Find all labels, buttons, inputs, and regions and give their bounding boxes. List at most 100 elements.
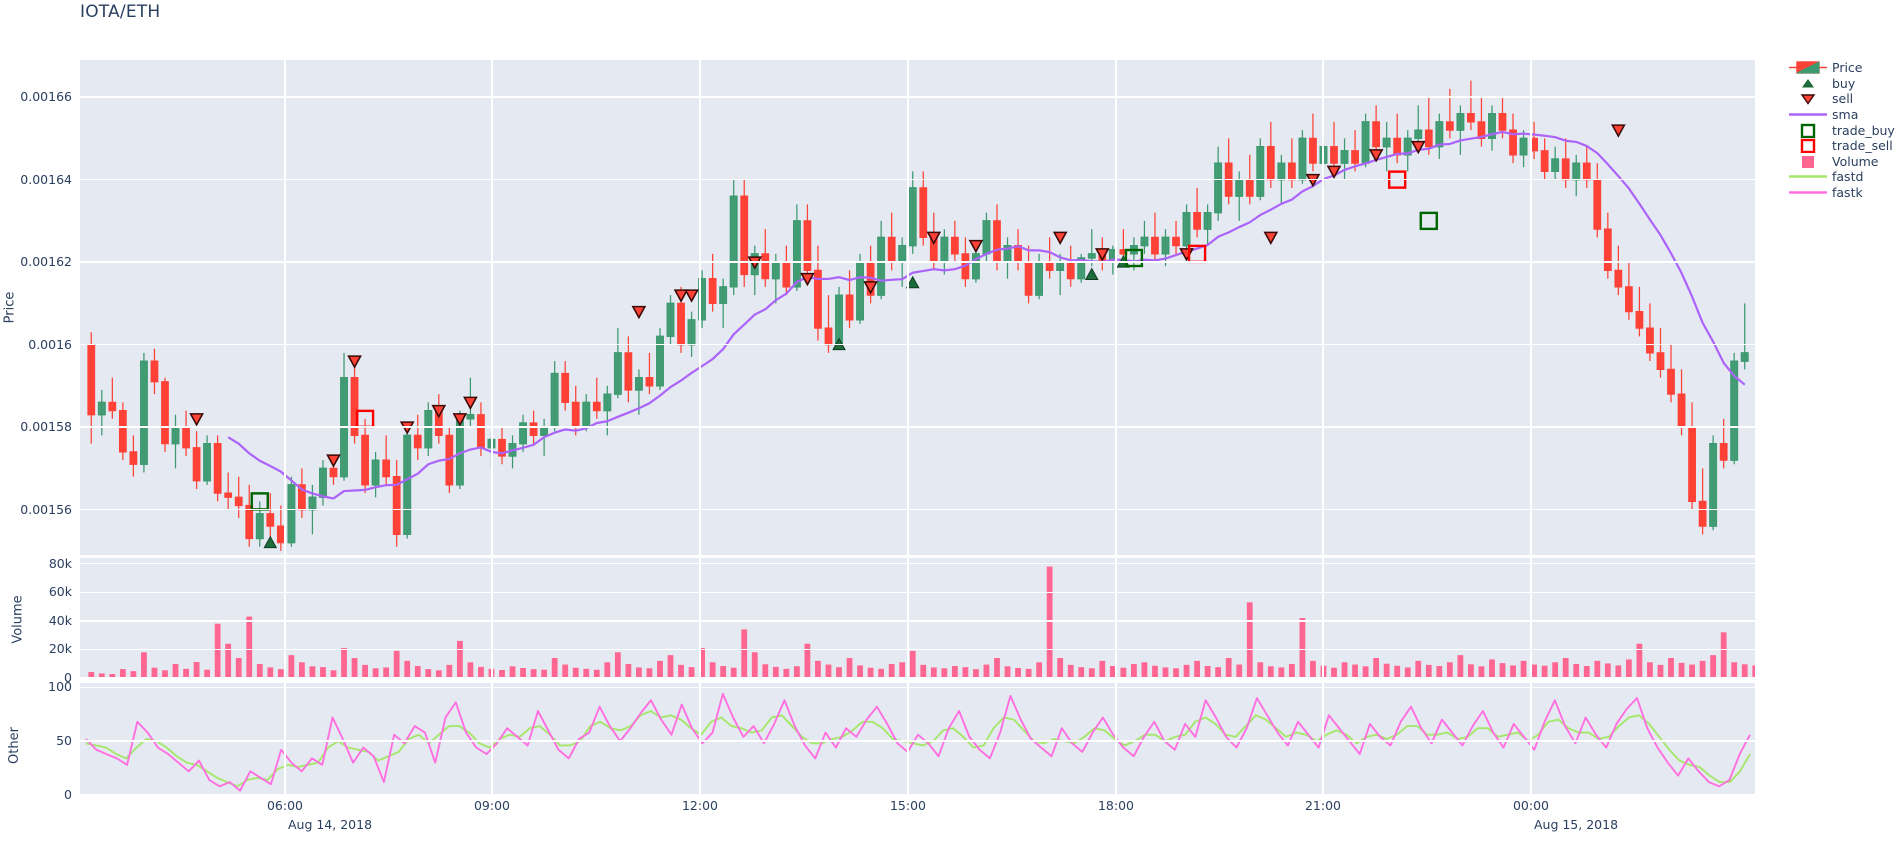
candle-body xyxy=(192,447,201,482)
volume-bar xyxy=(235,658,242,678)
candle-body xyxy=(319,467,327,498)
candle-body xyxy=(582,401,591,428)
y-tick-label: 0.00156 xyxy=(20,501,72,517)
volume-bar xyxy=(193,662,200,678)
sell-marker xyxy=(189,413,204,427)
candle-body xyxy=(529,422,538,436)
volume-bar xyxy=(414,666,421,678)
sell-marker xyxy=(631,305,647,320)
candle-body xyxy=(1203,212,1212,230)
legend-item-volume[interactable]: Volume xyxy=(1788,154,1898,170)
sell-marker xyxy=(800,272,815,287)
sell-marker xyxy=(968,239,984,254)
candle-body xyxy=(1235,179,1244,197)
legend-item-trade_sell[interactable]: trade_sell xyxy=(1788,138,1898,154)
candle-body xyxy=(1540,150,1549,172)
trade-buy-marker xyxy=(250,492,269,511)
candle-body xyxy=(1277,162,1286,181)
candle-body xyxy=(466,414,475,420)
candle-body xyxy=(477,414,485,449)
legend-item-sma[interactable]: sma xyxy=(1788,107,1898,123)
candle-body xyxy=(150,360,159,383)
volume-bar xyxy=(857,665,863,678)
candle-body xyxy=(1309,137,1317,164)
sell-marker xyxy=(326,454,341,468)
volume-bar xyxy=(951,666,958,678)
candle-body xyxy=(729,195,738,288)
volume-bar xyxy=(1710,655,1717,678)
candle-body xyxy=(814,269,822,329)
volume-bar xyxy=(741,629,748,678)
y-tick-label: 0.00164 xyxy=(20,171,72,187)
candle-body xyxy=(1509,129,1517,156)
candle-body xyxy=(466,414,475,420)
candle-body xyxy=(1740,352,1749,362)
candle-body xyxy=(750,253,759,276)
volume-bar xyxy=(1236,664,1243,678)
sell-marker xyxy=(347,355,362,369)
candle-body xyxy=(266,513,275,527)
volume-bar xyxy=(446,664,453,678)
legend-item-trade_buy[interactable]: trade_buy xyxy=(1788,122,1898,138)
volume-bar xyxy=(393,650,400,678)
volume-bar xyxy=(1194,660,1200,678)
candle-body xyxy=(550,372,559,428)
gridline xyxy=(80,178,1755,181)
candle-body xyxy=(1435,121,1444,148)
candle-body xyxy=(687,319,696,346)
candle-body xyxy=(1287,162,1296,181)
volume-bar xyxy=(1341,662,1348,678)
volume-axis-title: Volume xyxy=(10,595,26,644)
candle-body xyxy=(582,401,591,428)
candle-body xyxy=(1193,212,1201,230)
candle-body xyxy=(403,434,412,535)
x-tick-label: 18:00 xyxy=(1097,798,1135,813)
candle-body xyxy=(908,187,917,247)
volume-bar xyxy=(1204,666,1211,678)
candle-body xyxy=(1298,137,1307,181)
candle-body xyxy=(540,426,549,436)
legend-item-sell[interactable]: sell xyxy=(1788,91,1898,107)
legend-item-fastk[interactable]: fastk xyxy=(1788,185,1898,201)
volume-bar xyxy=(888,664,895,678)
candle-body xyxy=(750,253,759,276)
candle-body xyxy=(719,286,728,304)
candle-body xyxy=(1140,236,1149,247)
candle-body xyxy=(792,220,801,288)
buy-marker xyxy=(1084,267,1099,280)
candle-body xyxy=(1024,261,1033,296)
gridline xyxy=(80,677,1755,678)
legend-label: sma xyxy=(1832,107,1859,123)
legend-item-buy[interactable]: buy xyxy=(1788,76,1898,92)
trade-sell-square-icon xyxy=(1788,138,1828,154)
volume-bar xyxy=(899,662,906,678)
volume-bar xyxy=(1478,666,1485,678)
legend-label: sell xyxy=(1832,91,1854,107)
legend-label: fastd xyxy=(1832,169,1864,185)
volume-bar xyxy=(1510,665,1516,678)
volume-bar xyxy=(1594,660,1601,678)
gridline xyxy=(80,563,1755,565)
candle-body xyxy=(666,302,675,337)
gridline xyxy=(1115,60,1117,555)
candle-body xyxy=(898,245,907,263)
candle-body xyxy=(392,476,401,535)
candle-body xyxy=(424,410,433,449)
legend-item-fastd[interactable]: fastd xyxy=(1788,169,1898,185)
candle-body xyxy=(182,426,190,449)
y-tick-label: 0.00162 xyxy=(20,254,72,270)
candle-body xyxy=(1119,249,1128,255)
candle-body xyxy=(308,496,317,511)
legend-item-price[interactable]: Price xyxy=(1788,60,1898,76)
volume-bar xyxy=(846,658,853,678)
candle-body xyxy=(1635,311,1644,329)
gridline xyxy=(491,558,493,678)
candle-body xyxy=(677,302,685,346)
candle-body xyxy=(203,443,212,482)
candle-body xyxy=(1677,393,1686,428)
candle-body xyxy=(97,401,106,416)
candle-body xyxy=(1130,245,1138,255)
candle-body xyxy=(877,236,886,296)
candle-body xyxy=(224,492,233,498)
